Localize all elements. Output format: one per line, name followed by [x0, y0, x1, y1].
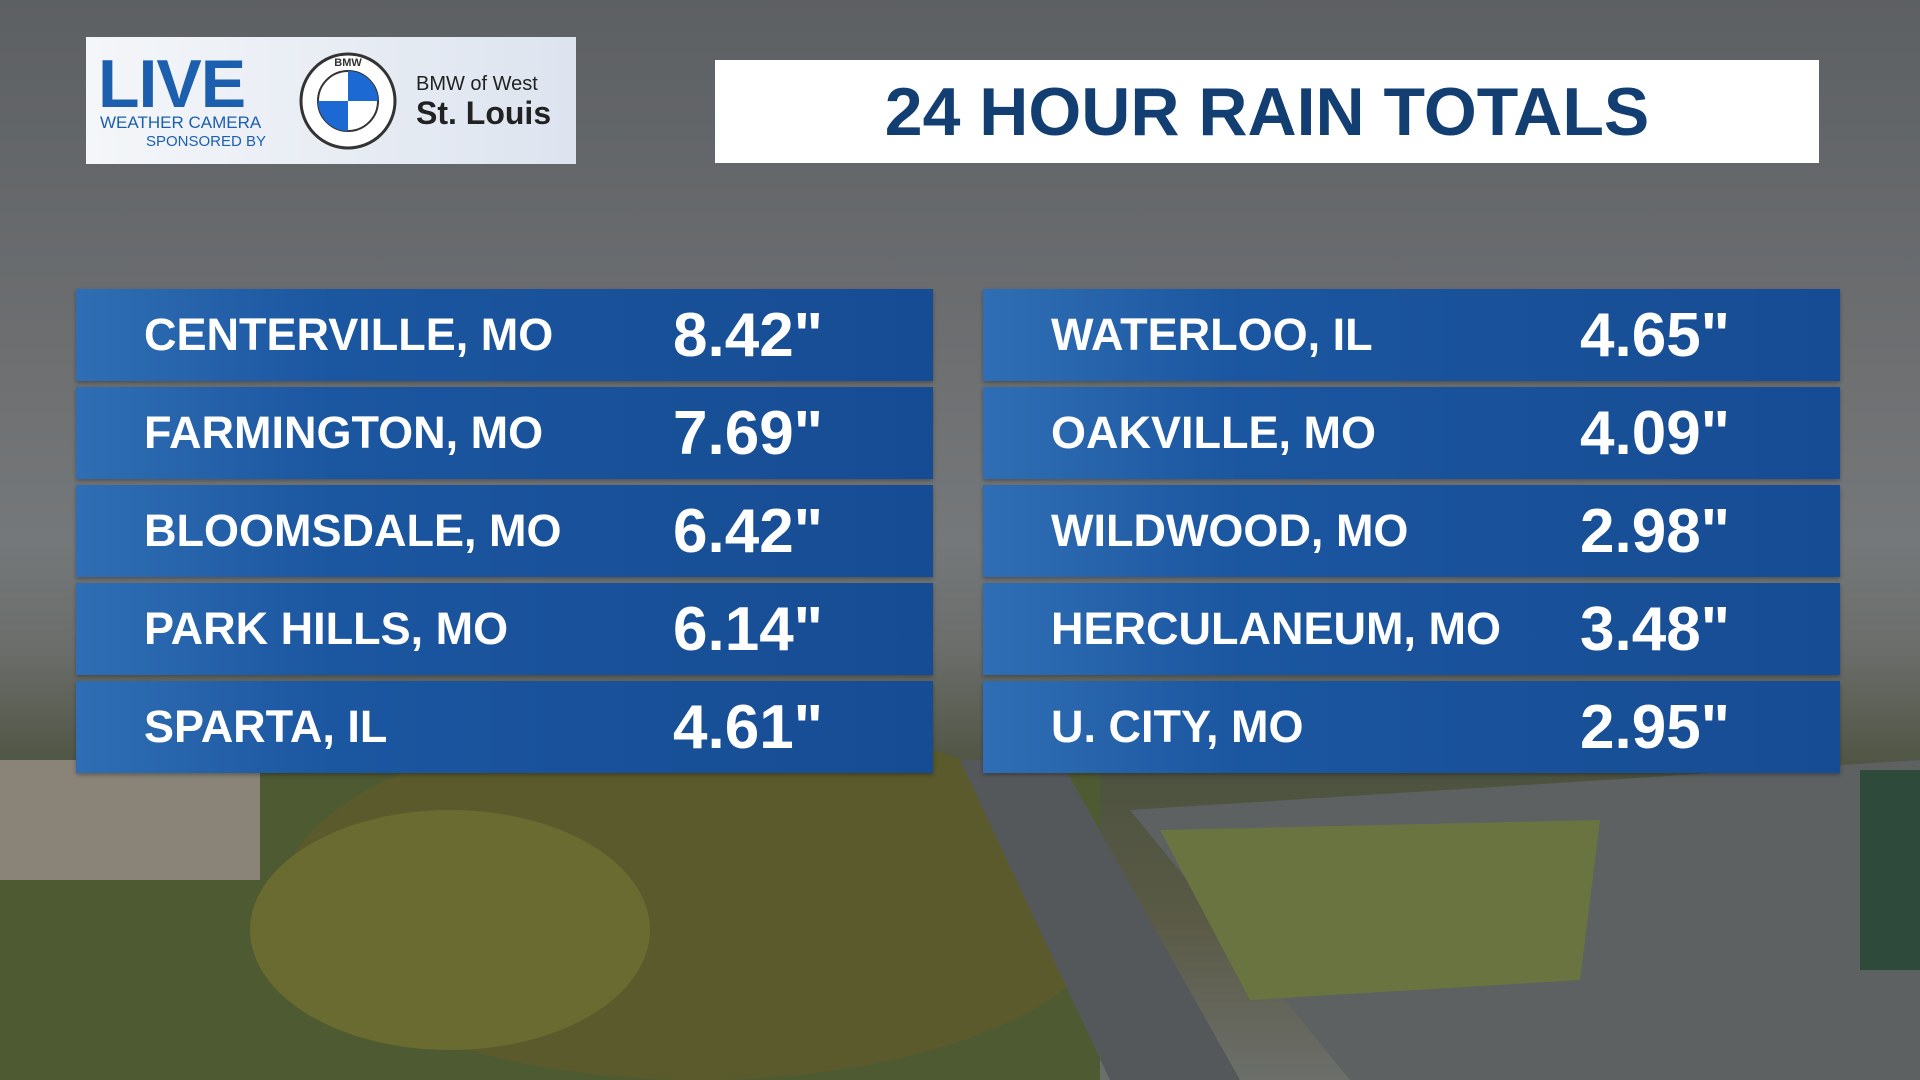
- total-row: PARK HILLS, MO 6.14": [76, 583, 933, 675]
- location: U. CITY, MO: [1051, 701, 1304, 752]
- dealer-name: BMW of West: [416, 73, 538, 95]
- total-row: CENTERVILLE, MO 8.42": [76, 289, 933, 381]
- total-row: FARMINGTON, MO 7.69": [76, 387, 933, 479]
- total-row: HERCULANEUM, MO 3.48": [983, 583, 1840, 675]
- sponsor-logo: LIVE WEATHER CAMERA SPONSORED BY BMW BMW…: [86, 37, 576, 164]
- total-row: WATERLOO, IL 4.65": [983, 289, 1840, 381]
- rain-total: 4.61": [673, 692, 824, 762]
- location: HERCULANEUM, MO: [1051, 603, 1501, 654]
- total-row: WILDWOOD, MO 2.98": [983, 485, 1840, 577]
- rain-total: 4.09": [1580, 398, 1731, 468]
- rain-total: 6.42": [673, 496, 824, 566]
- location: WILDWOOD, MO: [1051, 505, 1409, 556]
- total-row: OAKVILLE, MO 4.09": [983, 387, 1840, 479]
- location: SPARTA, IL: [144, 701, 388, 752]
- total-row: SPARTA, IL 4.61": [76, 681, 933, 773]
- bmw-emblem: BMW: [299, 52, 397, 150]
- rain-total: 2.98": [1580, 496, 1731, 566]
- total-row: U. CITY, MO 2.95": [983, 681, 1840, 773]
- rain-total: 8.42": [673, 300, 824, 370]
- totals-column: WATERLOO, IL 4.65" OAKVILLE, MO 4.09" WILDWO…: [983, 289, 1840, 779]
- rain-total: 7.69": [673, 398, 824, 468]
- location: PARK HILLS, MO: [144, 603, 509, 654]
- total-row: BLOOMSDALE, MO 6.42": [76, 485, 933, 577]
- dealer-city: St. Louis: [416, 95, 552, 131]
- rain-total: 6.14": [673, 594, 824, 664]
- rain-total: 2.95": [1580, 692, 1731, 762]
- location: FARMINGTON, MO: [144, 407, 544, 458]
- logo-line: SPONSORED BY: [146, 133, 267, 150]
- location: CENTERVILLE, MO: [144, 309, 554, 360]
- totals-column: CENTERVILLE, MO 8.42" FARMINGTON, MO 7.69" B…: [76, 289, 933, 779]
- location: BLOOMSDALE, MO: [144, 505, 562, 556]
- logo-live: LIVE: [98, 46, 246, 122]
- location: OAKVILLE, MO: [1051, 407, 1376, 458]
- rain-total: 3.48": [1580, 594, 1731, 664]
- logo-line: WEATHER CAMERA: [100, 113, 262, 132]
- rain-total: 4.65": [1580, 300, 1731, 370]
- location: WATERLOO, IL: [1051, 309, 1373, 360]
- title: 24 HOUR RAIN TOTALS: [715, 60, 1819, 163]
- bmw-text: BMW: [334, 57, 362, 69]
